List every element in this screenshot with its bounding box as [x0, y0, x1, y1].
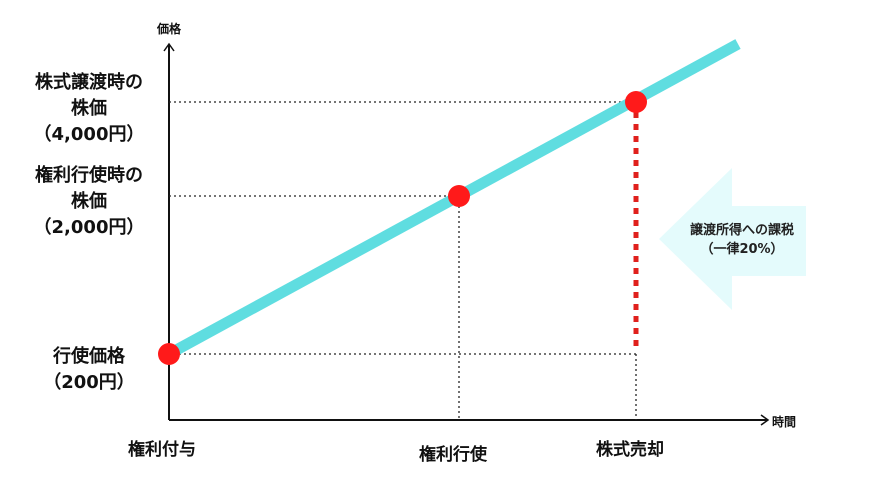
y-label-sale-price: 株式譲渡時の 株価 （4,000円）: [33, 72, 145, 145]
x-label-exercise: 権利行使: [419, 445, 487, 465]
tax-arrow: [659, 168, 806, 310]
y-axis-title: 価格: [157, 22, 182, 36]
x-label-grant: 権利付与: [128, 440, 196, 460]
y-axis-arrowhead: [163, 42, 175, 52]
y-label-exercise-price: 権利行使時の 株価 （2,000円）: [33, 165, 145, 238]
x-axis-title: 時間: [772, 415, 797, 429]
x-axis-arrowhead: [760, 414, 770, 426]
point-exercise: [448, 185, 470, 207]
y-label-strike-price: 行使価格 （200円）: [43, 346, 135, 393]
point-grant: [158, 343, 180, 365]
point-sale: [625, 91, 647, 113]
tax-annotation: 譲渡所得への課税 （一律20%）: [689, 223, 794, 257]
x-label-sale: 株式売却: [596, 440, 664, 460]
